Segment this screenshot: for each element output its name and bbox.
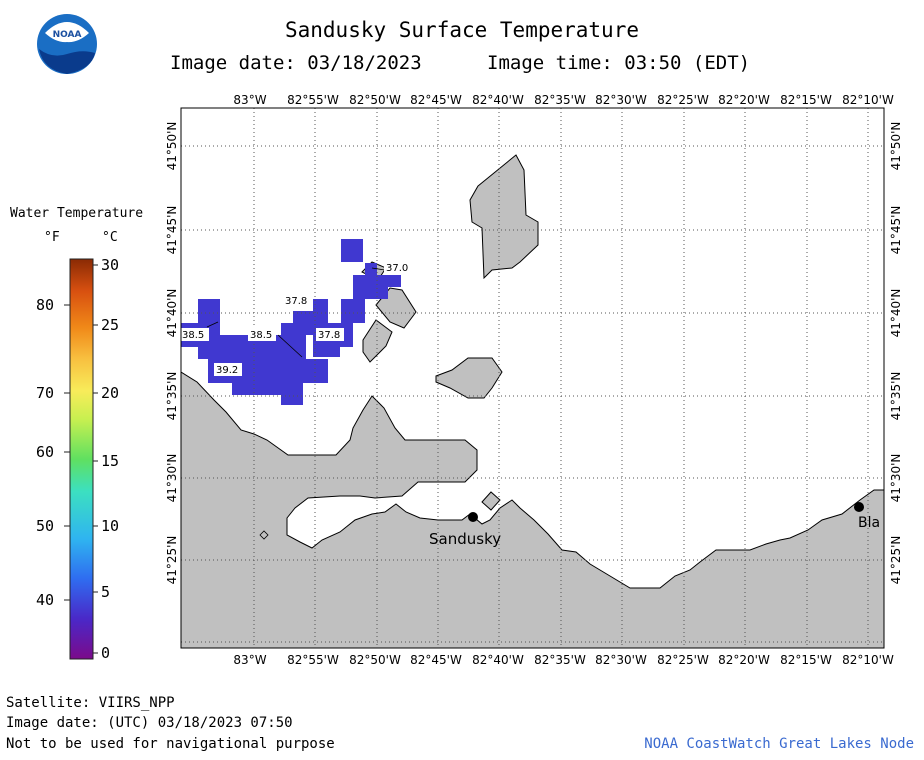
lon-label: 83°W [233,653,266,667]
lat-label: 41°40'N [165,289,179,338]
image-time: Image time: 03:50 (EDT) [487,52,751,74]
temp-label: 39.2 [216,365,238,376]
image-date: Image date: 03/18/2023 [170,52,422,74]
island-east [435,357,503,399]
lon-label: 82°40'W [472,93,524,107]
f-tick-50: 50 [36,517,54,535]
map-title: Sandusky Surface Temperature [284,18,639,42]
lon-label: 82°45'W [410,653,462,667]
c-tick-0: 0 [101,644,110,662]
lon-label: 82°20'W [718,93,770,107]
lat-label: 41°25'N [889,536,903,585]
sandusky-marker [468,512,478,522]
logo-text: NOAA [53,30,82,40]
lat-label: 41°50'N [889,122,903,171]
c-tick-20: 20 [101,384,119,402]
lon-label: 83°W [233,93,266,107]
lon-label: 82°10'W [842,93,894,107]
lat-label: 41°30'N [165,454,179,503]
lon-label: 82°10'W [842,653,894,667]
islet [259,530,269,540]
color-legend: 80 70 60 50 40 30 25 20 15 10 5 0 [36,256,119,662]
mainland [181,371,884,648]
temp-label: 37.0 [386,263,408,274]
satellite-info: Satellite: VIIRS_NPP [6,695,175,711]
f-tick-70: 70 [36,384,54,402]
c-tick-25: 25 [101,316,119,334]
lon-label: 82°20'W [718,653,770,667]
lon-label: 82°35'W [534,93,586,107]
map: 37.0 37.8 38.5 38.5 37.8 39.2 Sandusky B… [165,93,903,667]
temp-label: 37.8 [318,330,340,341]
noaa-logo: NOAA [37,14,97,74]
lon-label: 82°55'W [287,93,339,107]
credit-link[interactable]: NOAA CoastWatch Great Lakes Node [644,736,914,752]
island-north [469,154,539,280]
temp-label: 37.8 [285,296,307,307]
city-label-sandusky: Sandusky [429,530,501,548]
bla-marker [854,502,864,512]
lon-label: 82°30'W [595,93,647,107]
temperature-pixels [181,239,401,405]
f-tick-80: 80 [36,296,54,314]
c-tick-10: 10 [101,517,119,535]
f-tick-60: 60 [36,443,54,461]
lon-label: 82°15'W [780,653,832,667]
lon-label: 82°25'W [657,653,709,667]
lon-label: 82°40'W [472,653,524,667]
lat-label: 41°35'N [165,372,179,421]
lon-label: 82°35'W [534,653,586,667]
unit-fahrenheit: °F [44,230,60,245]
navigation-warning: Not to be used for navigational purpose [6,736,335,752]
c-tick-15: 15 [101,452,119,470]
lon-label: 82°25'W [657,93,709,107]
lon-label: 82°45'W [410,93,462,107]
lon-label: 82°30'W [595,653,647,667]
temp-label: 38.5 [250,330,272,341]
city-label-bla: Bla [858,515,880,531]
lon-label: 82°50'W [349,653,401,667]
map-frame [180,107,885,649]
island-d [481,491,501,511]
lat-label: 41°25'N [165,536,179,585]
utc-date: Image date: (UTC) 03/18/2023 07:50 [6,715,293,731]
f-tick-40: 40 [36,591,54,609]
lat-label: 41°40'N [889,289,903,338]
c-tick-5: 5 [101,583,110,601]
lat-label: 41°45'N [165,206,179,255]
lat-label: 41°45'N [889,206,903,255]
unit-celsius: °C [102,230,118,245]
lon-label: 82°50'W [349,93,401,107]
c-tick-30: 30 [101,256,119,274]
lon-label: 82°15'W [780,93,832,107]
colorbar [69,258,94,660]
lat-label: 41°30'N [889,454,903,503]
lat-label: 41°35'N [889,372,903,421]
lat-label: 41°50'N [165,122,179,171]
legend-title: Water Temperature [10,206,144,221]
temp-label: 38.5 [182,330,204,341]
lon-label: 82°55'W [287,653,339,667]
